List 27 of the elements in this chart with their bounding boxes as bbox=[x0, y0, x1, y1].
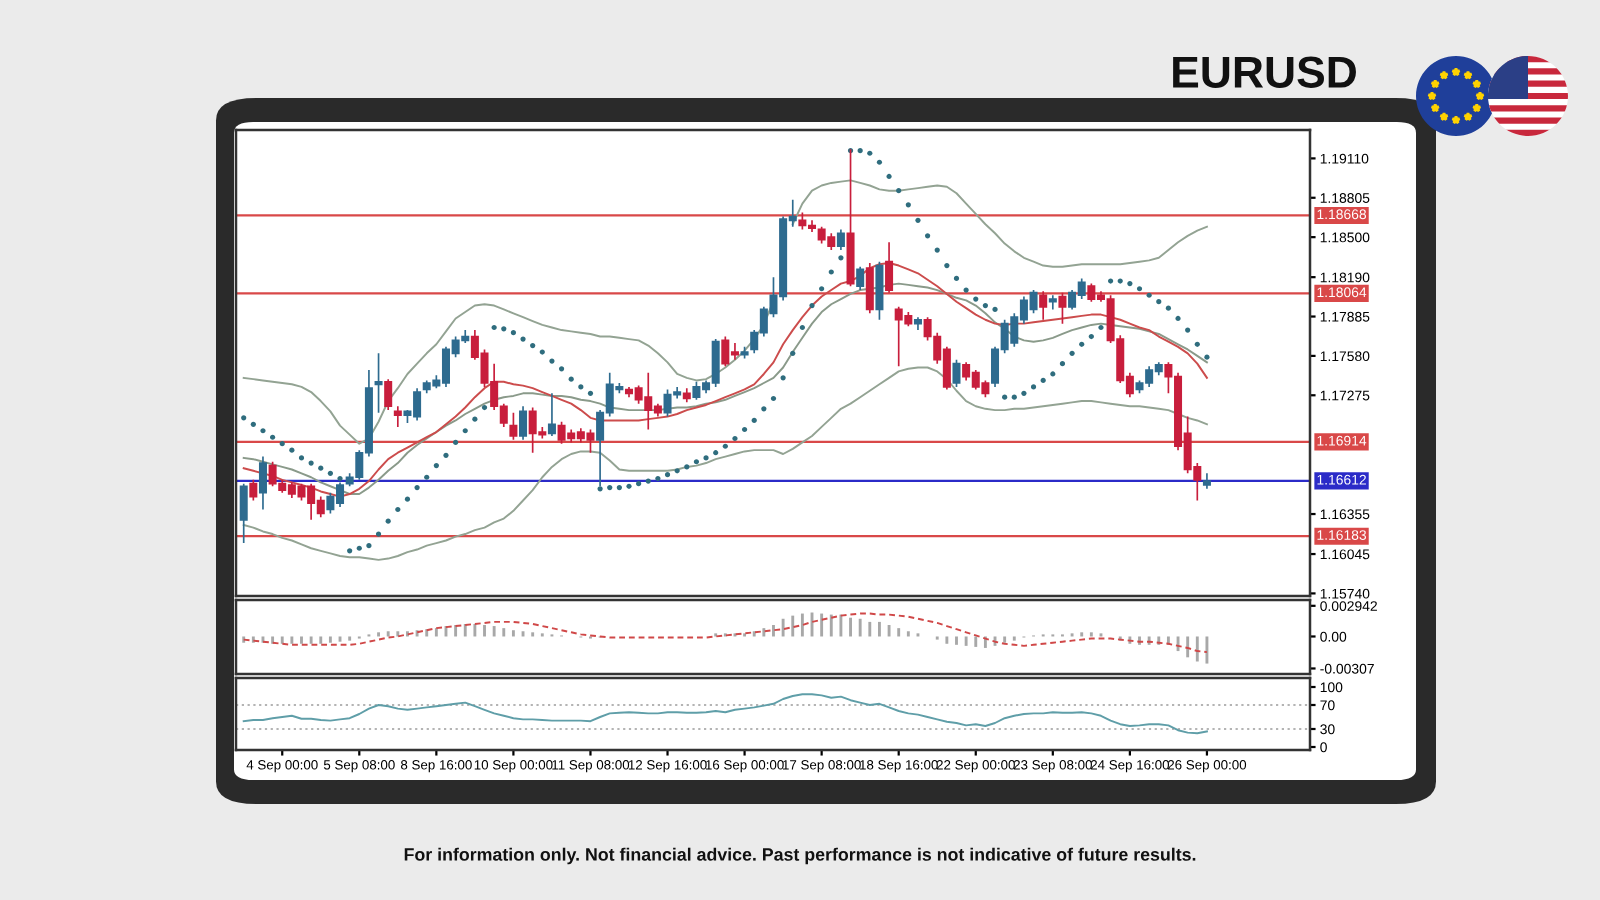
chart-title: EURUSD bbox=[1173, 56, 1356, 88]
candlestick bbox=[836, 228, 845, 251]
candlestick bbox=[952, 358, 961, 388]
candlestick bbox=[393, 405, 402, 428]
candlestick bbox=[258, 455, 267, 511]
candlestick bbox=[519, 405, 528, 441]
candlestick bbox=[913, 316, 922, 331]
candlestick bbox=[374, 352, 383, 414]
line-series bbox=[242, 693, 1208, 735]
candlestick bbox=[865, 262, 874, 315]
candlestick bbox=[885, 241, 894, 294]
candlestick bbox=[509, 411, 518, 441]
candlestick bbox=[547, 392, 556, 437]
candlestick bbox=[856, 265, 865, 291]
text: For information only. Not financial advice. Past performance is not indicative of future results. bbox=[404, 847, 1196, 865]
candlestick bbox=[740, 346, 749, 360]
candlestick bbox=[249, 478, 258, 502]
candlestick bbox=[1202, 472, 1211, 490]
candlestick bbox=[1058, 291, 1067, 325]
line-series bbox=[242, 612, 1208, 654]
candlestick bbox=[1048, 294, 1057, 311]
candlestick bbox=[239, 482, 248, 544]
candlestick bbox=[682, 387, 691, 404]
line-series bbox=[242, 366, 1208, 561]
candlestick bbox=[384, 378, 393, 411]
candlestick bbox=[875, 260, 884, 321]
candlestick bbox=[1039, 290, 1048, 321]
